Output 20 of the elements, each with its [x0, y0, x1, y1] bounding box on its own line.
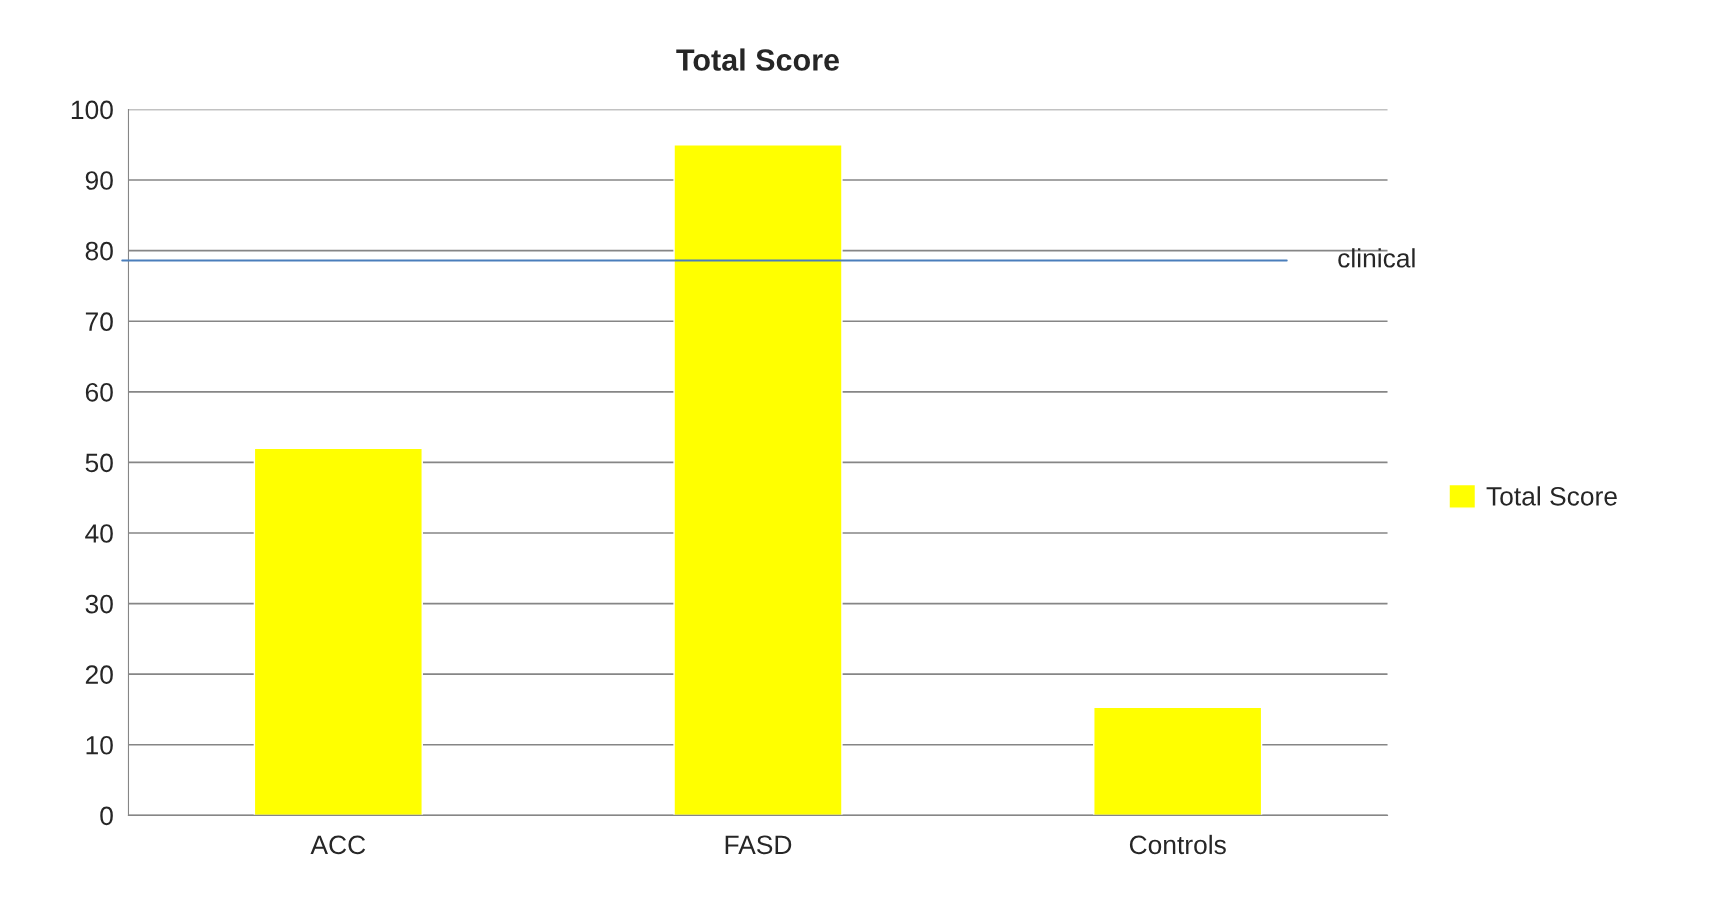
- y-tick-label: 10: [86, 735, 113, 755]
- y-tick-label: 100: [71, 100, 113, 120]
- y-tick-label: 20: [85, 665, 113, 685]
- x-tick-label: FASD: [725, 835, 792, 855]
- bar: [253, 447, 423, 816]
- x-tick-label: ACC: [310, 835, 366, 855]
- bar: [1093, 706, 1263, 816]
- ref-line-label: clinical: [1338, 248, 1415, 268]
- y-tick-label: 70: [85, 312, 113, 332]
- legend-label: Total Score: [1486, 486, 1617, 506]
- y-tick-label: 50: [85, 453, 113, 473]
- y-tick-label: 60: [85, 382, 113, 402]
- y-tick-label: 40: [85, 524, 113, 543]
- y-tick-label: 0: [100, 806, 113, 826]
- chart-title: Total Score: [676, 48, 840, 71]
- y-tick-label: 90: [85, 171, 113, 190]
- x-tick-label: Controls: [1129, 834, 1226, 855]
- bar: [673, 144, 843, 816]
- y-tick-label: 30: [85, 594, 113, 614]
- y-tick-label: 80: [85, 241, 113, 261]
